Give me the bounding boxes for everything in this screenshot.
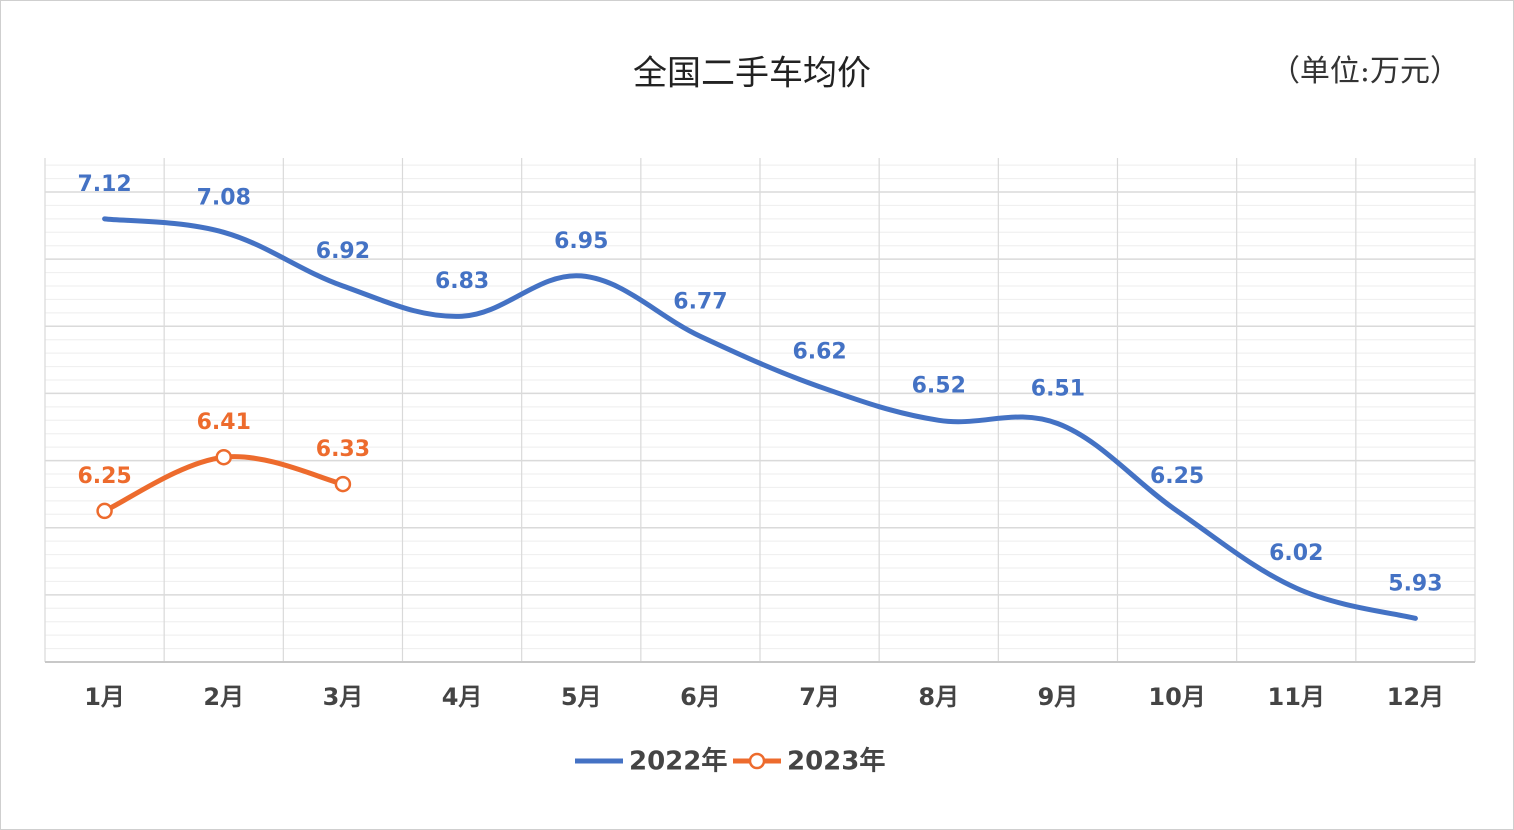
x-tick-label: 4月 [442, 683, 483, 711]
x-tick-label: 3月 [323, 683, 364, 711]
x-tick-label: 1月 [84, 683, 125, 711]
x-tick-label: 12月 [1387, 683, 1444, 711]
point-marker [215, 448, 232, 466]
data-label: 6.02 [1269, 541, 1323, 566]
unit-label: （单位:万元） [1270, 54, 1460, 89]
data-label: 7.12 [77, 172, 131, 197]
data-label: 6.41 [197, 410, 251, 435]
data-label: 5.93 [1388, 571, 1442, 596]
x-tick-label: 6月 [680, 683, 721, 711]
x-tick-label: 11月 [1268, 683, 1325, 711]
x-tick-label: 5月 [561, 683, 602, 711]
data-label: 6.25 [1150, 464, 1204, 489]
chart-title: 全国二手车均价 [633, 54, 871, 94]
legend-label: 2023年 [787, 746, 885, 777]
data-label: 6.95 [554, 229, 608, 254]
data-label: 6.33 [316, 437, 370, 462]
data-label: 6.62 [792, 340, 846, 365]
data-label: 6.92 [316, 239, 370, 264]
data-label: 6.51 [1031, 377, 1085, 402]
legend-label: 2022年 [629, 746, 727, 777]
data-label: 6.83 [435, 269, 489, 294]
data-label: 6.77 [673, 289, 727, 314]
x-tick-label: 9月 [1038, 683, 1079, 711]
data-label: 6.25 [77, 464, 131, 489]
x-tick-label: 2月 [203, 683, 244, 711]
point-marker [334, 475, 352, 493]
x-tick-label: 8月 [918, 683, 959, 711]
data-label: 7.08 [197, 185, 251, 210]
series-line [102, 216, 1418, 621]
legend-marker [748, 752, 766, 770]
x-tick-label: 7月 [799, 683, 840, 711]
x-tick-label: 10月 [1148, 683, 1205, 711]
point-marker [96, 502, 113, 520]
data-label: 6.52 [912, 373, 966, 398]
